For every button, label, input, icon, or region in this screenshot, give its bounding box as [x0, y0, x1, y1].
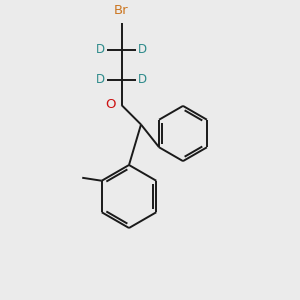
Text: D: D [96, 43, 105, 56]
Text: D: D [138, 43, 147, 56]
Text: O: O [106, 98, 116, 112]
Text: Br: Br [114, 4, 129, 17]
Text: D: D [138, 73, 147, 86]
Text: D: D [96, 73, 105, 86]
